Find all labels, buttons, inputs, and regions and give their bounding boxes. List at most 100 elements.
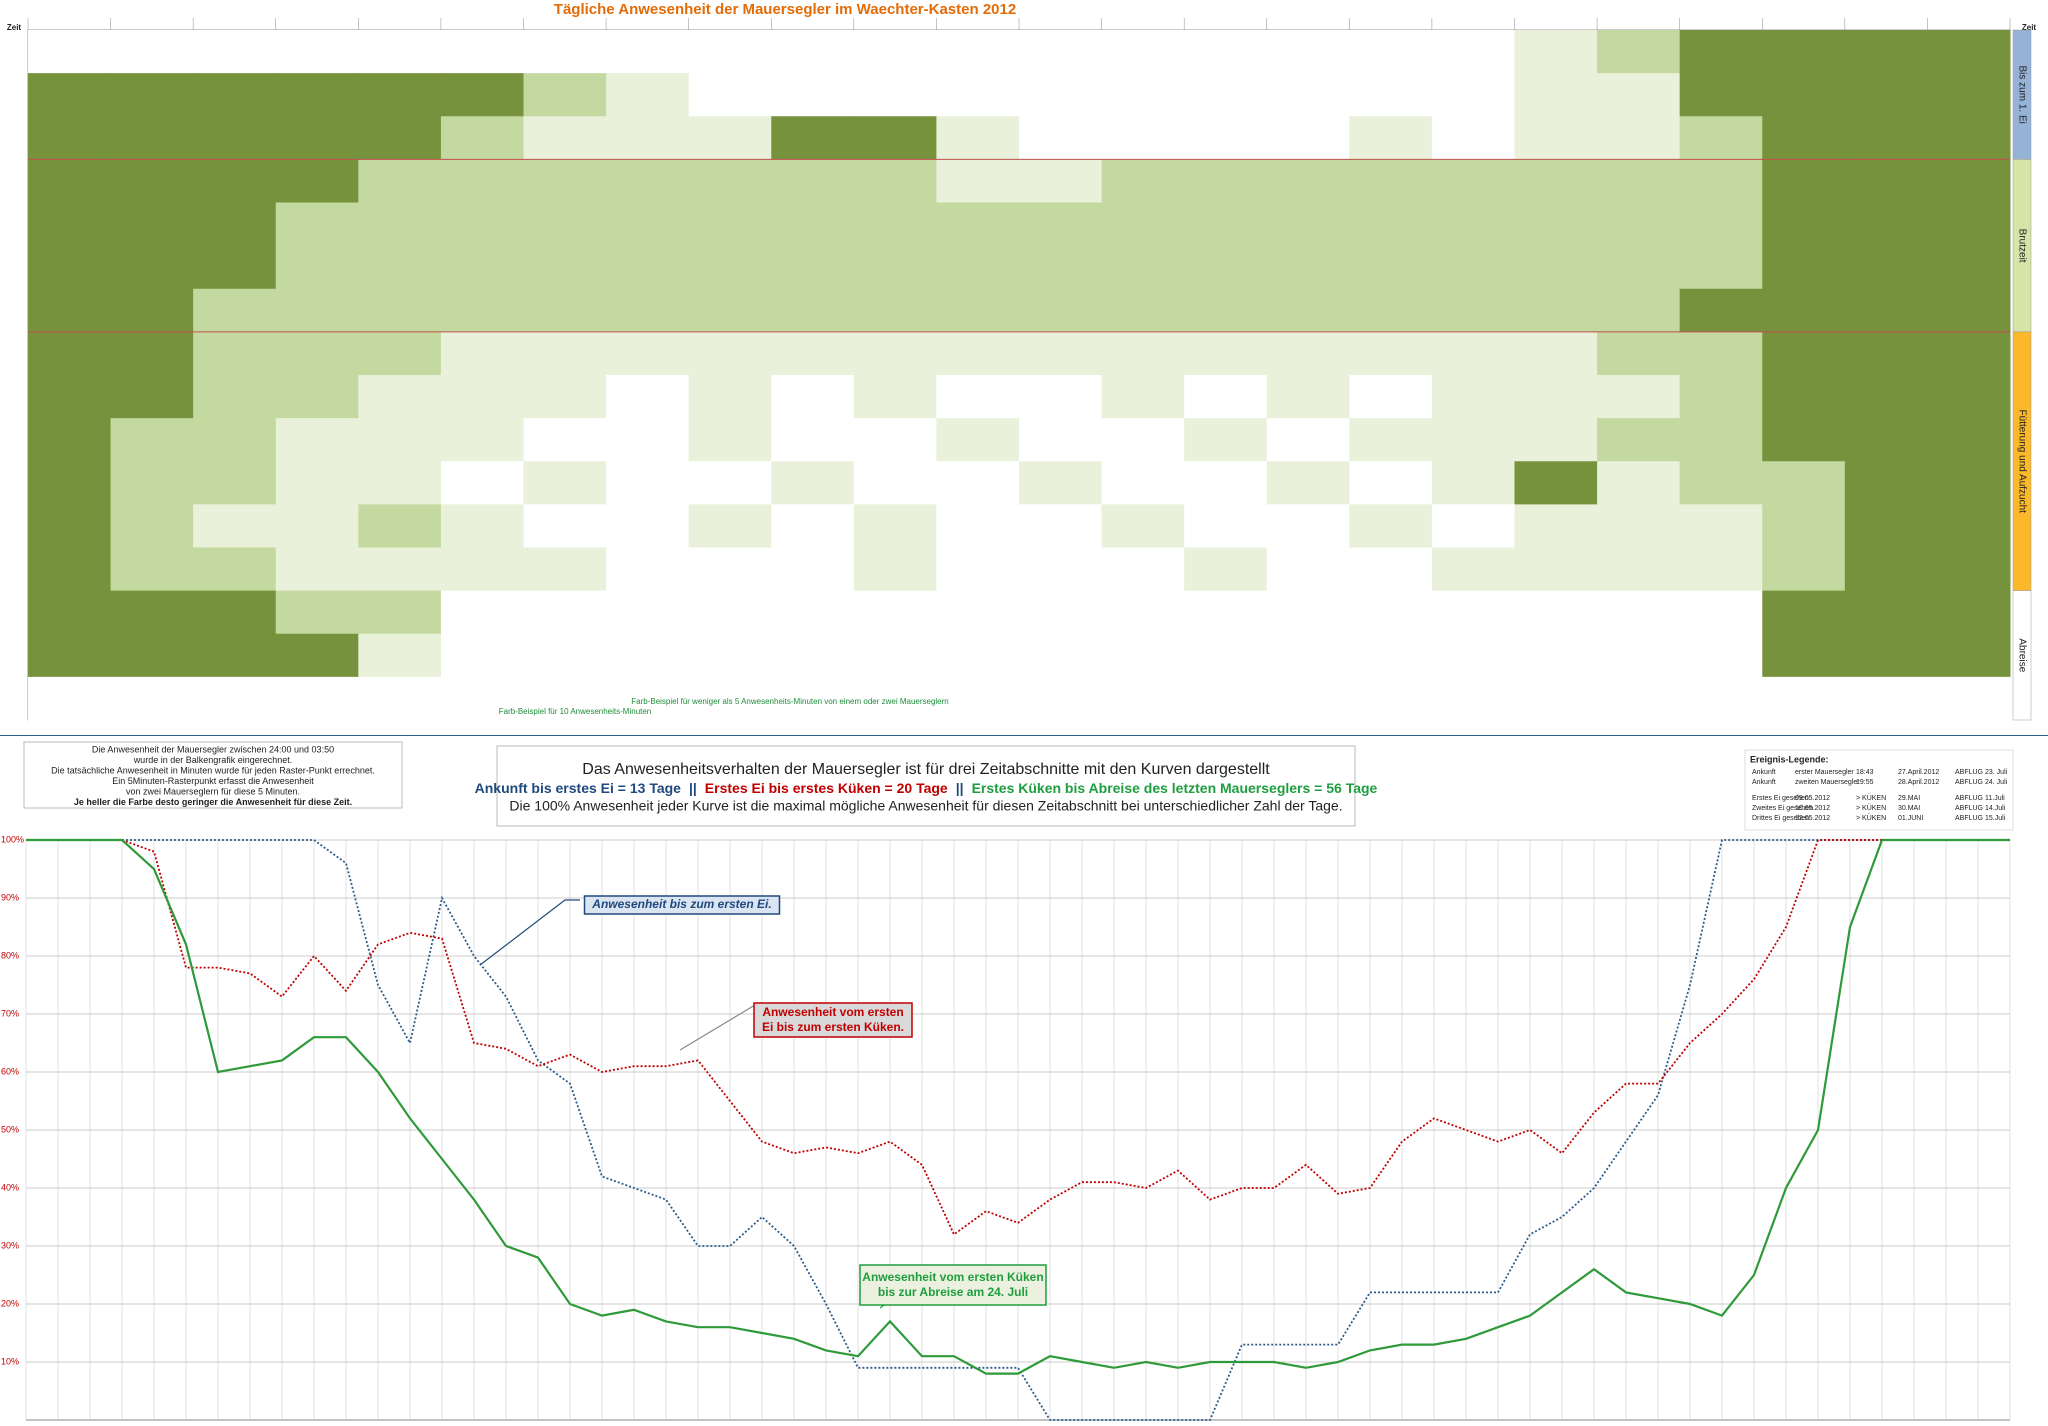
heat-cell xyxy=(110,116,194,160)
heat-cell xyxy=(110,676,194,721)
heat-cell xyxy=(1266,547,1350,592)
heat-cell xyxy=(1101,245,1185,290)
event-legend-title: Ereignis-Legende: xyxy=(1750,754,1829,764)
heat-cell xyxy=(1431,116,1515,160)
heat-cell xyxy=(275,547,359,592)
heat-cell xyxy=(275,288,359,333)
heat-cell xyxy=(1597,288,1681,333)
heat-cell xyxy=(1844,504,1928,548)
heat-cell xyxy=(1349,116,1433,160)
heat-cell xyxy=(193,633,277,678)
heat-cell xyxy=(1184,418,1268,462)
heat-cell xyxy=(1349,30,1433,74)
event-legend-cell: 14.Juli xyxy=(1985,805,2006,812)
heat-cell xyxy=(771,418,855,462)
heat-cell xyxy=(1762,73,1846,117)
heat-cell xyxy=(853,676,937,721)
heat-cell xyxy=(440,30,524,74)
event-legend-cell: ABFLUG xyxy=(1955,795,1983,802)
heat-cell xyxy=(1514,159,1598,203)
heat-cell xyxy=(936,245,1020,290)
heat-cell xyxy=(1266,30,1350,74)
heat-cell xyxy=(1597,30,1681,74)
heat-cell xyxy=(1844,633,1928,678)
heat-cell xyxy=(110,30,194,74)
heat-cell xyxy=(110,159,194,203)
heat-cell xyxy=(1844,202,1928,247)
heat-cell xyxy=(28,116,112,160)
heat-cell xyxy=(1927,73,2011,117)
separator: || xyxy=(689,780,697,796)
heat-cell xyxy=(771,375,855,419)
heat-cell xyxy=(1101,73,1185,117)
heat-cell xyxy=(936,590,1020,635)
heat-cell xyxy=(275,590,359,635)
event-legend-cell: > KÜKEN xyxy=(1856,794,1886,802)
heat-cell xyxy=(275,331,359,376)
heat-cell xyxy=(358,159,442,203)
series-name-part: Anwesenheit vom ersten xyxy=(762,1005,903,1019)
heat-cell xyxy=(110,418,194,462)
y-tick-label: 40% xyxy=(1,1182,19,1192)
heat-cell xyxy=(1597,331,1681,376)
heat-cell xyxy=(1431,331,1515,376)
y-tick-label: 20% xyxy=(1,1298,19,1308)
heat-cell xyxy=(936,159,1020,203)
heat-cell xyxy=(1597,504,1681,548)
heat-cell xyxy=(110,375,194,419)
event-legend-cell: 15.Juli xyxy=(1985,815,2006,822)
heat-cell xyxy=(28,590,112,635)
heat-cell xyxy=(1762,202,1846,247)
heat-cell xyxy=(936,331,1020,376)
heat-cell xyxy=(1431,30,1515,74)
heat-cell xyxy=(1266,288,1350,333)
heat-cell xyxy=(1679,288,1763,333)
heat-cell xyxy=(28,375,112,419)
event-legend-cell: 18:43 xyxy=(1856,769,1874,776)
period: Erstes Ei bis erstes Küken = 20 Tage xyxy=(705,780,948,796)
heat-cell xyxy=(1514,331,1598,376)
heat-cell xyxy=(275,116,359,160)
y-tick-label: 100% xyxy=(1,834,24,844)
heat-cell xyxy=(28,331,112,376)
heat-cell xyxy=(1101,30,1185,74)
heat-cell xyxy=(358,547,442,592)
heat-cell xyxy=(1184,202,1268,247)
heat-cell xyxy=(936,547,1020,592)
heat-cell xyxy=(1349,202,1433,247)
heat-cell xyxy=(853,633,937,678)
heat-cell xyxy=(523,116,607,160)
heat-cell xyxy=(606,590,690,635)
heat-cell xyxy=(440,202,524,247)
event-legend-cell: ABFLUG xyxy=(1955,805,1983,812)
heat-cell xyxy=(110,633,194,678)
heat-cell xyxy=(1514,375,1598,419)
info-box xyxy=(23,741,403,809)
heat-cell xyxy=(28,676,112,721)
heat-cell xyxy=(1431,245,1515,290)
heat-cell xyxy=(275,159,359,203)
heat-cell xyxy=(936,202,1020,247)
heat-cell xyxy=(1762,676,1846,721)
heat-cell xyxy=(1679,73,1763,117)
heat-cell xyxy=(688,245,772,290)
heat-cell xyxy=(1101,590,1185,635)
heat-cell xyxy=(1597,633,1681,678)
heat-cell xyxy=(1019,375,1103,419)
heat-cell xyxy=(1679,461,1763,505)
heat-cell xyxy=(1679,676,1763,721)
divider xyxy=(0,735,2048,736)
heat-cell xyxy=(358,461,442,505)
event-legend-cell: zweiten Mauersegler xyxy=(1795,779,1860,786)
event-legend-cell: 24. Juli xyxy=(1985,779,2008,786)
heat-cell xyxy=(1266,73,1350,117)
heat-cell xyxy=(1679,159,1763,203)
heat-cell xyxy=(440,331,524,376)
heat-cell xyxy=(1927,418,2011,462)
heat-cell xyxy=(936,73,1020,117)
heat-cell xyxy=(1101,159,1185,203)
y-tick-label: 30% xyxy=(1,1240,19,1250)
heat-cell xyxy=(1679,633,1763,678)
phase-bar xyxy=(2012,590,2032,721)
